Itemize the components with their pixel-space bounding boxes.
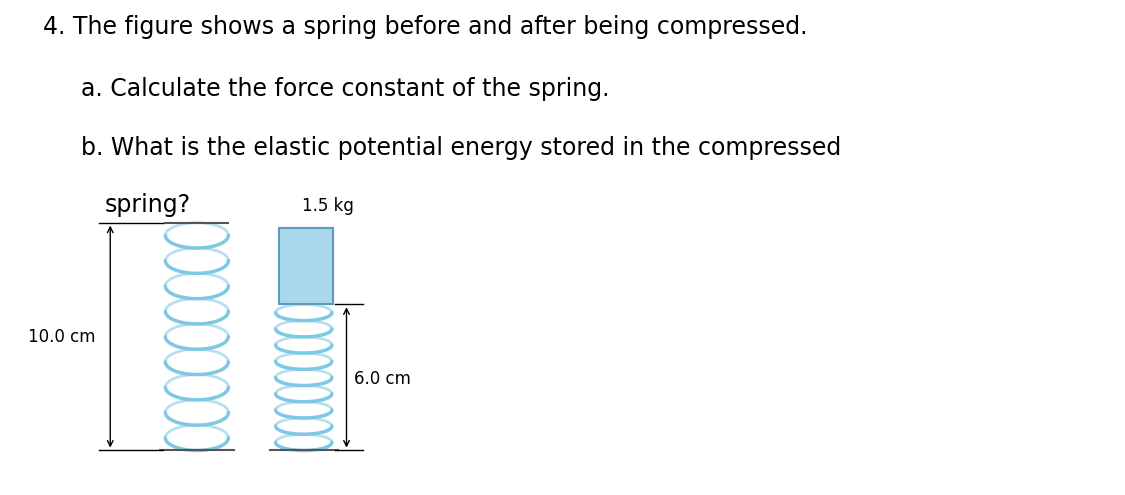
Text: b. What is the elastic potential energy stored in the compressed: b. What is the elastic potential energy … <box>81 136 842 160</box>
Text: a. Calculate the force constant of the spring.: a. Calculate the force constant of the s… <box>81 77 610 100</box>
Text: 1.5 kg: 1.5 kg <box>302 198 353 215</box>
FancyBboxPatch shape <box>279 228 333 304</box>
Text: 6.0 cm: 6.0 cm <box>354 370 412 388</box>
Text: 4. The figure shows a spring before and after being compressed.: 4. The figure shows a spring before and … <box>43 15 808 39</box>
Text: 10.0 cm: 10.0 cm <box>28 328 96 346</box>
Text: spring?: spring? <box>105 193 191 217</box>
